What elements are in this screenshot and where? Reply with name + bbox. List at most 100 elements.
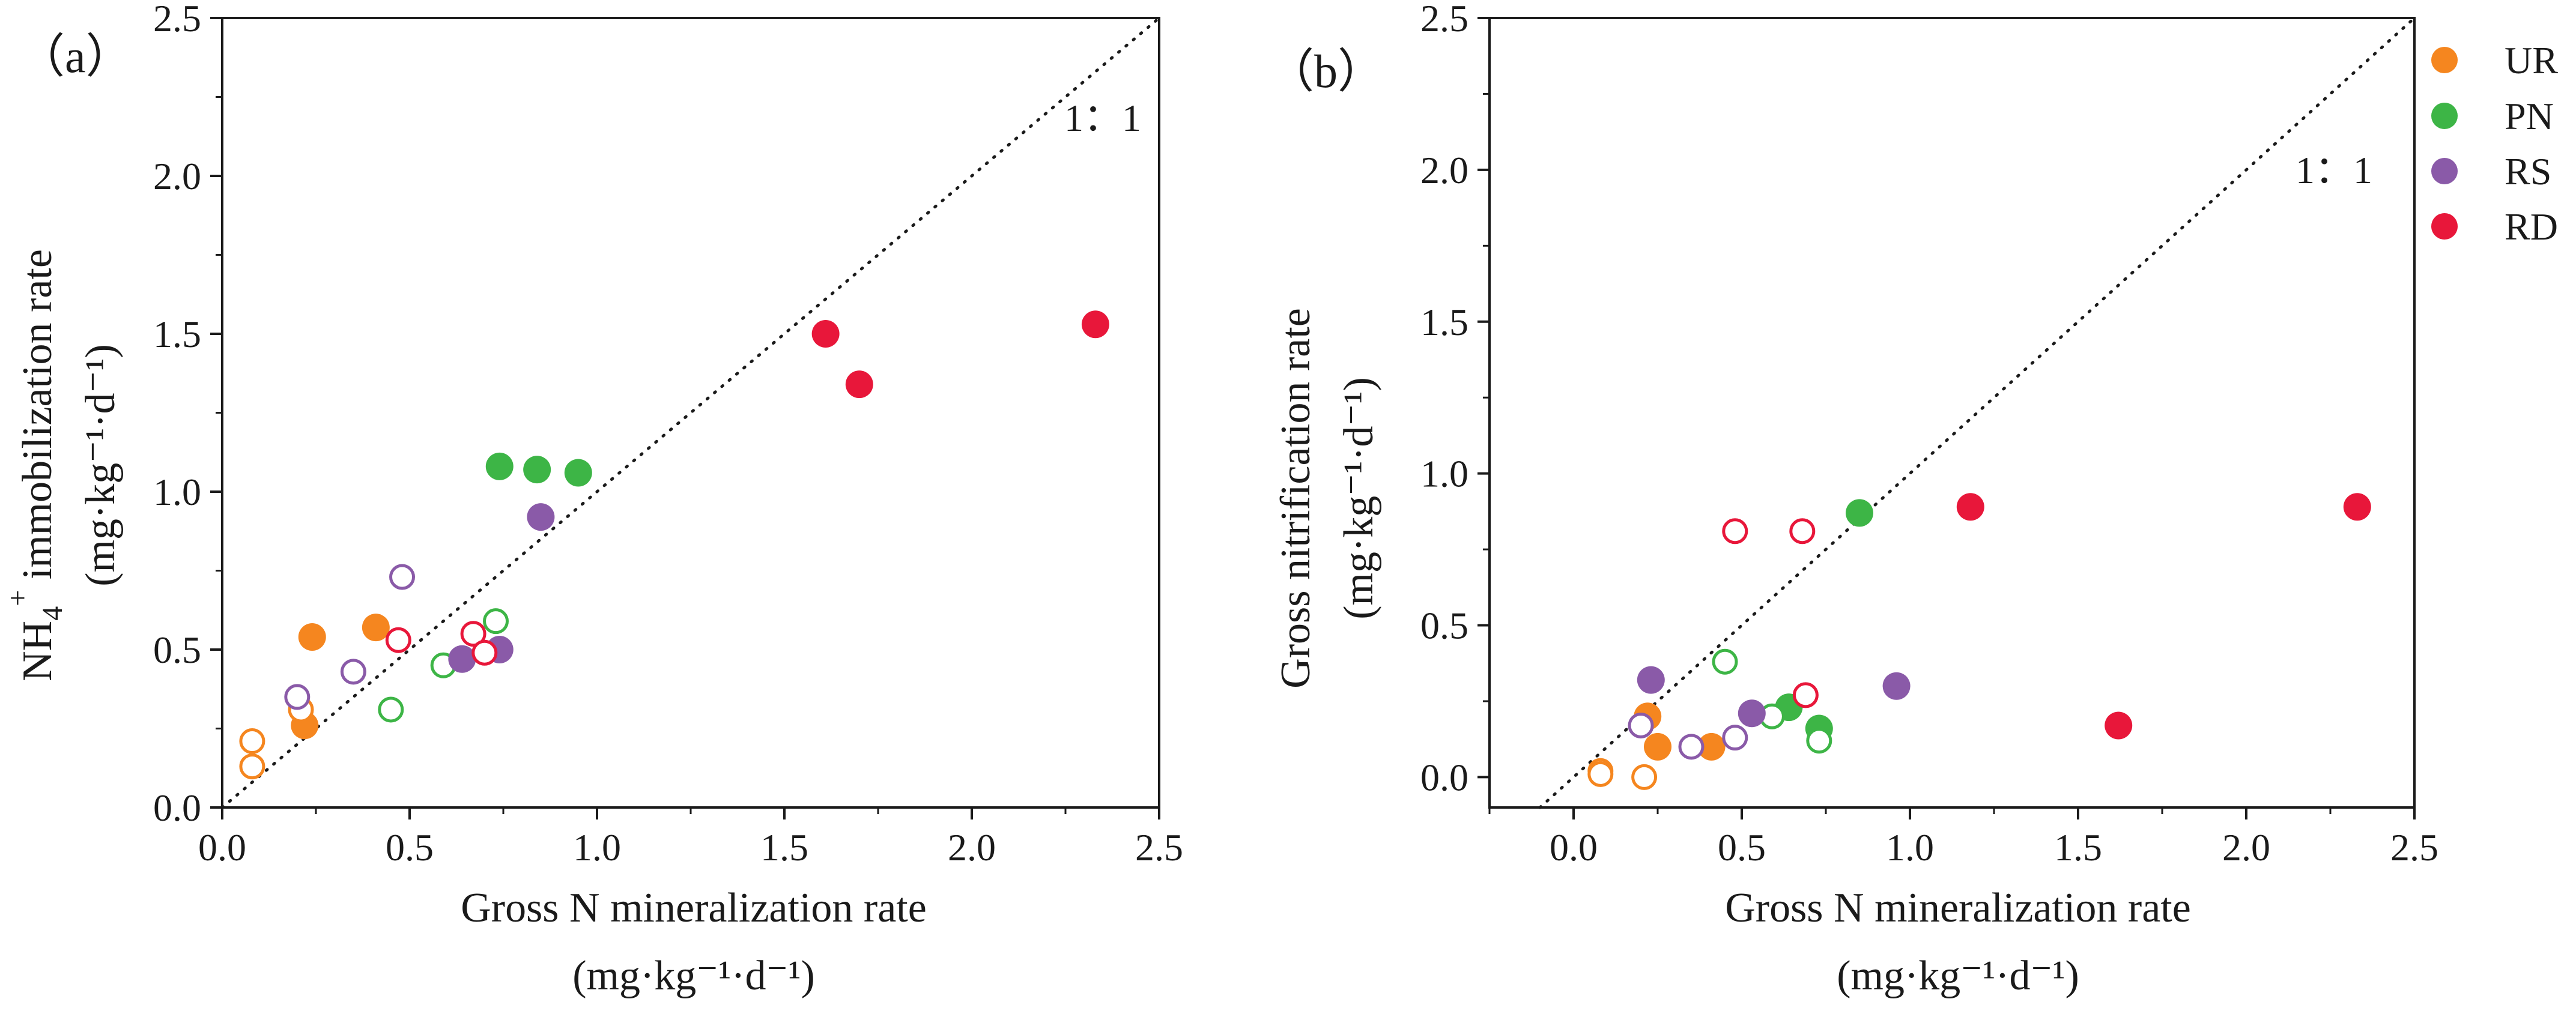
panel-a-x-tick-label-0: 0.0 (198, 826, 246, 869)
panel-b-x-unit: (mg·kg⁻¹·d⁻¹) (1837, 953, 2079, 999)
panel-b-point-rd-filled-1 (2105, 711, 2133, 740)
panel-a-y-tick-label-2: 1.0 (153, 471, 201, 513)
panel-b-point-rd-filled-0 (1956, 493, 1984, 521)
panel-a-point-pn-filled-1 (523, 456, 551, 484)
panel-a-point-ur-open-1 (239, 753, 265, 780)
panel-a-point-pn-open-2 (483, 608, 509, 635)
panel-b-point-ur-filled-1 (1644, 732, 1671, 761)
panel-a-point-rs-filled-0 (527, 503, 555, 531)
panel-a-point-pn-filled-0 (485, 452, 514, 480)
legend-marker-ur (2431, 47, 2458, 73)
legend-marker-rd (2431, 213, 2458, 240)
panel-b-y-tick-label-5: 2.5 (1420, 0, 1468, 40)
legend-item-rs: RS (2431, 150, 2551, 193)
panel-a-reference-label: 1：1 (1064, 97, 1141, 139)
legend-label-pn: PN (2505, 95, 2554, 137)
panel-a-point-ur-open-0 (239, 728, 265, 755)
panel-b-x-title: Gross N mineralization rate (1725, 885, 2191, 931)
panel-a-x-title: Gross N mineralization rate (461, 885, 927, 931)
panel-b-y-tick-label-3: 1.5 (1420, 301, 1468, 343)
panel-b-y-unit: (mg·kg⁻¹·d⁻¹) (1336, 377, 1382, 620)
panel-a-x-tick-label-3: 1.5 (760, 826, 808, 869)
panel-a-y-tick-label-5: 2.5 (153, 0, 201, 40)
panel-b-label: （b） (1267, 45, 1384, 97)
panel-b: （b） Gross nitrification rate (mg·kg⁻¹·d⁻… (1267, 0, 2438, 999)
panel-b-y-title: Gross nitrification rate (1273, 308, 1319, 689)
panel-b-x-tick-label-3: 1.5 (2054, 826, 2102, 869)
panel-b-x-tick-label-2: 1.0 (1886, 826, 1934, 869)
panel-a-point-rs-open-0 (389, 564, 416, 590)
panel-a-y-tick-label-4: 2.0 (153, 155, 201, 198)
panel-b-point-rs-open-1 (1678, 734, 1705, 760)
panel-b-point-rs-filled-2 (1882, 672, 1911, 700)
panel-a-x-tick-label-2: 1.0 (573, 826, 621, 869)
panel-b-point-rs-filled-1 (1738, 699, 1766, 728)
panel-b-y-tick-label-1: 0.5 (1420, 605, 1468, 647)
panel-a-point-rd-open-0 (385, 627, 411, 653)
panel-a-y-unit: (mg·kg⁻¹·d⁻¹) (77, 344, 124, 587)
panel-b-point-pn-open-2 (1806, 728, 1832, 754)
panel-a-point-ur-filled-1 (362, 614, 390, 642)
panel-a-y-tick-label-0: 0.0 (153, 786, 201, 829)
panel-b-y-title-group: Gross nitrification rate (1273, 308, 1319, 689)
panel-b-point-ur-open-1 (1587, 761, 1614, 787)
legend-item-pn: PN (2431, 95, 2554, 137)
panel-a-x-tick-label-5: 2.5 (1135, 826, 1183, 869)
panel-a-point-rd-open-2 (471, 639, 498, 666)
panel-b-point-rd-open-1 (1789, 518, 1816, 545)
panel-b-point-rd-open-2 (1792, 682, 1819, 708)
panel-a-x-tick-label-1: 0.5 (386, 826, 434, 869)
panel-a-y-title-sup: + (2, 590, 34, 606)
panel-a: （a） NH4+ immobilization rate (mg·kg⁻¹·d⁻… (2, 0, 1183, 999)
panel-b-point-rs-filled-0 (1637, 666, 1665, 694)
panel-b-point-rs-open-0 (1628, 712, 1654, 738)
panel-b-plot: 1：1 0.0 0.5 1.0 1.5 2.0 2.5 0.0 0.5 1.0 1.5 2.0 2.5 (1420, 0, 2438, 869)
panel-a-point-rd-open-1 (460, 621, 486, 647)
panel-a-x-tick-label-4: 2.0 (948, 826, 996, 869)
panel-a-plot: 1：1 0.0 0.5 1.0 1.5 2.0 2.5 0.0 0.5 1.0 1.5 2.0 2.5 (153, 0, 1183, 869)
panel-a-point-rs-open-2 (284, 684, 311, 710)
legend-label-rd: RD (2505, 205, 2558, 248)
legend-item-rd: RD (2431, 205, 2558, 248)
panel-a-y-unit-group: (mg·kg⁻¹·d⁻¹) (77, 344, 124, 587)
panel-b-point-ur-filled-2 (1697, 732, 1726, 761)
legend: UR PN RS RD (2431, 39, 2558, 248)
panel-a-point-pn-filled-2 (564, 459, 592, 487)
panel-b-point-pn-filled-0 (1846, 499, 1873, 527)
panel-a-point-rd-filled-2 (1081, 310, 1109, 339)
panel-b-reference-line (1538, 16, 2416, 809)
panel-a-y-title: NH4+ immobilization rate (2, 249, 68, 681)
panel-a-reference-line (220, 16, 1161, 809)
panel-a-y-title-group: NH4+ immobilization rate (2, 249, 68, 681)
legend-item-ur: UR (2431, 39, 2558, 82)
legend-label-ur: UR (2505, 39, 2558, 82)
panel-b-y-unit-group: (mg·kg⁻¹·d⁻¹) (1336, 377, 1382, 620)
panel-a-label: （a） (18, 30, 133, 82)
panel-b-point-pn-open-0 (1712, 648, 1738, 675)
panel-a-y-title-nh: NH (14, 621, 61, 681)
panel-b-y-tick-label-0: 0.0 (1420, 756, 1468, 798)
panel-a-point-rd-filled-0 (811, 320, 840, 348)
legend-marker-pn (2431, 103, 2458, 129)
panel-b-point-rd-filled-2 (2343, 493, 2371, 521)
panel-b-point-ur-open-2 (1631, 764, 1658, 790)
panel-a-point-rs-open-1 (340, 659, 366, 685)
panel-b-frame (1488, 17, 2416, 809)
panel-a-x-unit: (mg·kg⁻¹·d⁻¹) (572, 953, 815, 999)
panel-a-y-title-rest: immobilization rate (14, 249, 61, 590)
panel-b-reference-label: 1：1 (2296, 149, 2372, 192)
panel-a-y-tick-label-3: 1.5 (153, 313, 201, 355)
panel-a-point-rs-filled-1 (448, 645, 476, 673)
panel-a-point-pn-open-1 (378, 696, 404, 723)
panel-b-x-tick-label-4: 2.0 (2222, 826, 2270, 869)
panel-b-x-tick-label-5: 2.5 (2390, 826, 2438, 869)
panel-b-point-rs-open-2 (1722, 725, 1748, 751)
panel-a-y-title-sub: 4 (37, 606, 68, 621)
legend-label-rs: RS (2505, 150, 2551, 193)
panel-b-y-tick-label-2: 1.0 (1420, 453, 1468, 495)
panel-b-point-rd-open-0 (1722, 518, 1748, 545)
panel-a-point-rd-filled-1 (845, 370, 873, 399)
panel-b-y-tick-label-4: 2.0 (1420, 149, 1468, 192)
panel-b-x-tick-label-0: 0.0 (1550, 826, 1598, 869)
